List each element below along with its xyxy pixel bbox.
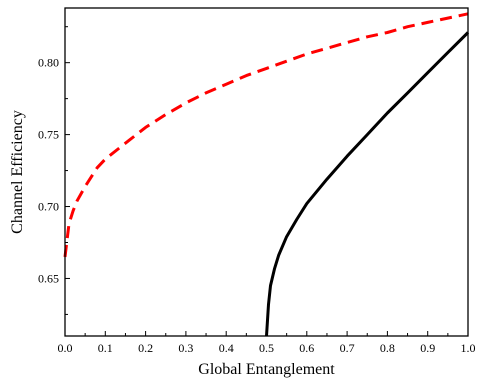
y-tick-label: 0.80 <box>38 56 59 70</box>
series-layer <box>63 12 470 337</box>
plot-frame <box>64 7 469 337</box>
y-tick-label: 0.70 <box>38 200 59 214</box>
x-axis-title: Global Entanglement <box>198 361 335 378</box>
x-tick-label: 1.0 <box>461 341 476 355</box>
x-tick-label: 0.5 <box>259 341 274 355</box>
x-axis: 0.0 0.1 0.2 0.3 0.4 0.5 0.6 0.7 0.8 0.9 1.0 <box>58 331 476 355</box>
x-tick-label: 0.0 <box>58 341 73 355</box>
solid-black-series-line <box>265 31 470 337</box>
y-axis: 0.65 0.70 0.75 0.80 <box>38 26 70 315</box>
x-tick-label: 0.1 <box>98 341 113 355</box>
x-tick-label: 0.2 <box>138 341 153 355</box>
y-tick-label: 0.65 <box>38 271 59 285</box>
dashed-red-series-line <box>63 12 469 258</box>
x-tick-label: 0.9 <box>420 341 435 355</box>
x-tick-label: 0.7 <box>340 341 355 355</box>
y-axis-title: Channel Efficiency <box>9 110 26 234</box>
x-tick-label: 0.3 <box>178 341 193 355</box>
x-tick-label: 0.6 <box>299 341 314 355</box>
x-tick-label: 0.8 <box>380 341 395 355</box>
y-tick-label: 0.75 <box>38 128 59 142</box>
x-tick-label: 0.4 <box>219 341 234 355</box>
